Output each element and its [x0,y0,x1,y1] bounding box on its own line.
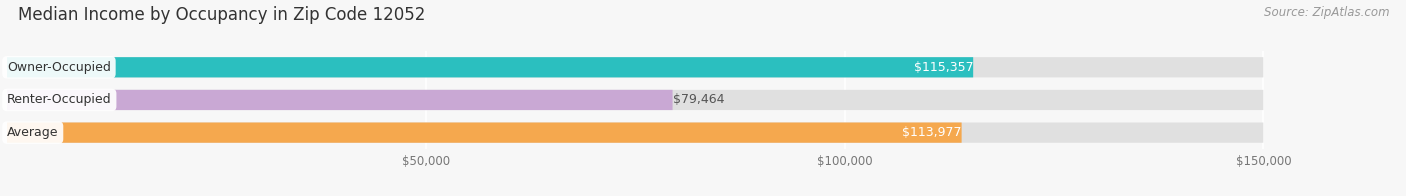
Text: $115,357: $115,357 [914,61,973,74]
Text: Source: ZipAtlas.com: Source: ZipAtlas.com [1264,6,1389,19]
Text: Owner-Occupied: Owner-Occupied [7,61,111,74]
FancyBboxPatch shape [7,90,1264,110]
Text: $79,464: $79,464 [672,93,724,106]
Text: $113,977: $113,977 [903,126,962,139]
Text: Renter-Occupied: Renter-Occupied [7,93,111,106]
FancyBboxPatch shape [7,90,672,110]
FancyBboxPatch shape [7,57,973,77]
FancyBboxPatch shape [7,122,1264,143]
FancyBboxPatch shape [7,122,962,143]
Text: Median Income by Occupancy in Zip Code 12052: Median Income by Occupancy in Zip Code 1… [18,6,426,24]
FancyBboxPatch shape [7,57,1264,77]
Text: Average: Average [7,126,59,139]
